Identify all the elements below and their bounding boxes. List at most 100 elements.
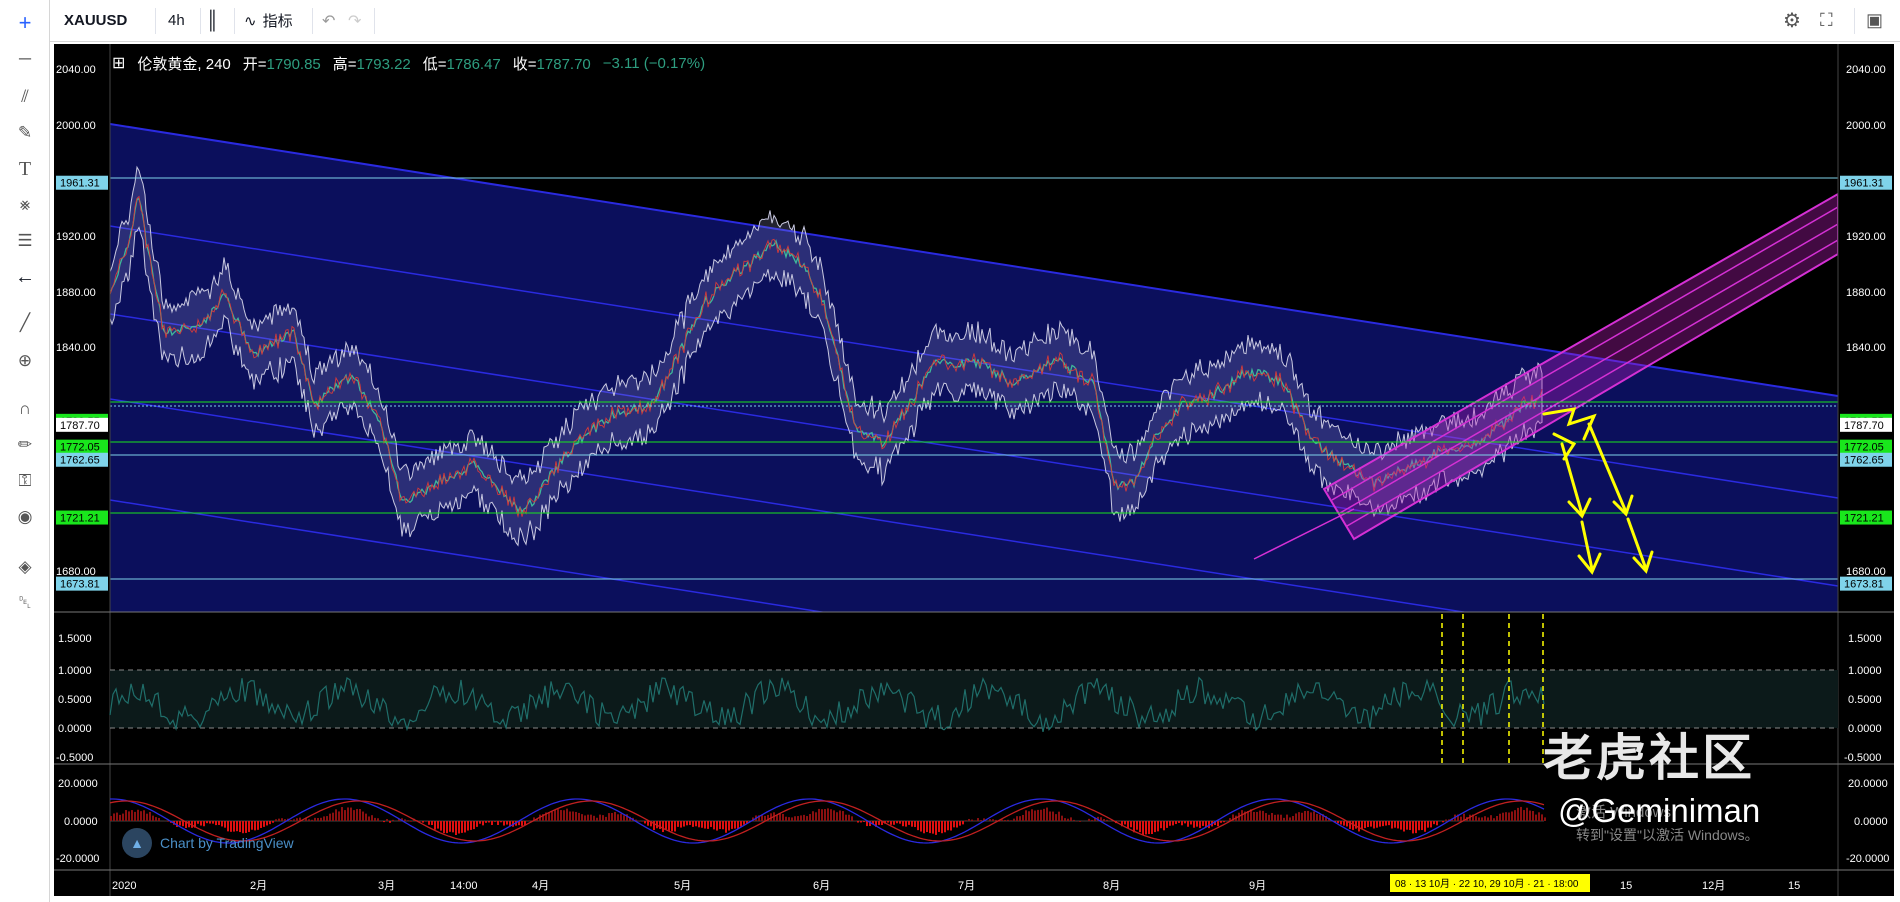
macd-bar (1007, 819, 1009, 821)
macd-bar (1223, 821, 1225, 823)
time-range-highlight-label: 08 · 13 10月 · 22 10, 29 10月 · 21 · 18:00 (1395, 878, 1579, 890)
macd-bar (1217, 821, 1219, 827)
macd-bar (272, 821, 274, 823)
series-legend[interactable]: ⊞ 伦敦黄金, 240 开=1790.85 高=1793.22 低=1786.4… (112, 52, 705, 74)
instrument-name[interactable]: 伦敦黄金, 240 (137, 55, 231, 73)
macd-bar (1025, 810, 1027, 821)
macd-bar (1004, 820, 1006, 821)
macd-bar (680, 821, 682, 828)
fullscreen-icon[interactable]: ⛶ (1820, 10, 1833, 30)
macd-bar (371, 815, 373, 821)
macd-axis[interactable]: 20.0000 0.0000 -20.0000 20.0000 0.0000 -… (56, 778, 1889, 865)
price-series-candles (110, 195, 1543, 518)
undo-icon[interactable]: ↶ (322, 12, 336, 30)
macd-bar (143, 810, 145, 821)
price-badges: 1961.311961.311790.551790.551787.701787.… (56, 175, 1892, 591)
indicators-button[interactable]: ∿ 指标 (244, 0, 293, 41)
macd-bar (1496, 816, 1498, 821)
trend-line-icon[interactable]: ─ (18, 49, 32, 68)
macd-bar (347, 807, 349, 821)
lock-icon[interactable]: ⚿ (18, 471, 32, 490)
brush-icon[interactable]: ✎ (17, 123, 33, 142)
macd-bar (281, 818, 283, 821)
legend-open: 开=1790.85 (242, 55, 321, 73)
collapse-legend-icon[interactable]: ⊞ (112, 55, 126, 72)
price-badge-right (1840, 576, 1892, 591)
macd-bar (683, 821, 685, 827)
osc-tick: -0.5000 (1844, 752, 1881, 764)
macd-bar (233, 821, 235, 832)
macd-bar (1319, 814, 1321, 821)
osc-tick: 1.0000 (58, 665, 92, 677)
layers-icon[interactable]: ◈ (18, 557, 32, 576)
macd-bar (266, 821, 268, 826)
macd-bar (506, 821, 508, 825)
macd-bar (821, 809, 823, 821)
macd-bar (794, 816, 796, 821)
interval-button[interactable]: 4h (168, 12, 185, 29)
macd-bar (662, 821, 664, 833)
macd-bar (1034, 810, 1036, 821)
chart-canvas[interactable]: 2040.00 2000.00 1920.00 1880.00 1840.00 … (54, 44, 1894, 896)
macd-bar (278, 818, 280, 821)
tradingview-logo-icon: ▲ (122, 828, 152, 858)
tradingview-branding[interactable]: ▲ Chart by TradingView (122, 828, 294, 858)
macd-bar (1514, 810, 1516, 821)
macd-bar (1286, 814, 1288, 821)
ruler-icon[interactable]: ╱ (19, 313, 31, 332)
trash-icon[interactable]: ␡ (18, 593, 32, 612)
macd-bar (1346, 821, 1348, 827)
macd-bar (977, 818, 979, 821)
left-price-axis[interactable]: 2040.00 2000.00 1920.00 1880.00 1840.00 … (56, 64, 96, 578)
candle-style-icon[interactable]: ║ (206, 10, 219, 30)
redo-icon[interactable]: ↷ (348, 12, 362, 30)
channel-line (110, 313, 1838, 587)
lock-drawing-icon[interactable]: ✏ (17, 435, 33, 454)
price-tick: 1680.00 (1846, 566, 1886, 578)
macd-bar (377, 818, 379, 821)
macd-bar (752, 817, 754, 821)
price-badge-label: 1787.70 (1844, 420, 1884, 432)
macd-bar (443, 821, 445, 834)
magnet-icon[interactable]: ∩ (18, 399, 32, 418)
macd-bar (572, 811, 574, 821)
macd-bar (944, 821, 946, 833)
macd-bar (1520, 806, 1522, 821)
macd-bar (1358, 821, 1360, 832)
zoom-in-icon[interactable]: ⊕ (17, 351, 33, 370)
macd-bar (461, 821, 463, 833)
chart-area[interactable]: 2040.00 2000.00 1920.00 1880.00 1840.00 … (54, 44, 1894, 896)
macd-bar (1097, 816, 1099, 821)
price-badge-right (1840, 175, 1892, 190)
macd-bar (842, 811, 844, 821)
symbol-search[interactable]: XAUUSD (64, 12, 128, 29)
macd-bar (389, 821, 391, 823)
settings-icon[interactable]: ⚙ (1783, 10, 1801, 32)
right-price-axis[interactable]: 2040.00 2000.00 1920.00 1880.00 1840.00 … (1846, 64, 1886, 578)
toolbar-divider (312, 8, 313, 34)
pitchfork-tool-icon[interactable]: ⫽ (21, 87, 29, 106)
macd-bar (1181, 821, 1183, 826)
back-arrow-icon[interactable]: ← (15, 265, 35, 288)
crosshair-icon[interactable]: + (18, 10, 32, 35)
time-axis[interactable]: 2020 2月 3月 14:00 4月 5月 6月 7月 8月 9月 15 12… (112, 880, 1800, 892)
macd-bar (1538, 812, 1540, 821)
snapshot-camera-icon[interactable]: ▣ (1866, 10, 1884, 30)
macd-bar (440, 821, 442, 831)
macd-bar (1022, 814, 1024, 821)
macd-bar (362, 811, 364, 821)
macd-bar (1064, 818, 1066, 821)
macd-bar (431, 821, 433, 826)
macd-bar (869, 821, 871, 827)
macd-bar (251, 821, 253, 830)
macd-bar (1307, 810, 1309, 821)
eye-icon[interactable]: ◉ (17, 507, 33, 526)
macd-bar (1058, 811, 1060, 821)
macd-bar (1316, 813, 1318, 821)
oscillator-axis[interactable]: 1.5000 1.0000 0.5000 0.0000 -0.5000 1.50… (56, 633, 1882, 764)
macd-bar (122, 813, 124, 821)
pattern-icon[interactable]: ⨳ (19, 195, 31, 214)
text-tool-icon[interactable]: T (18, 157, 32, 180)
fib-tool-icon[interactable]: ☰ (17, 231, 33, 250)
macd-bar (1523, 810, 1525, 821)
